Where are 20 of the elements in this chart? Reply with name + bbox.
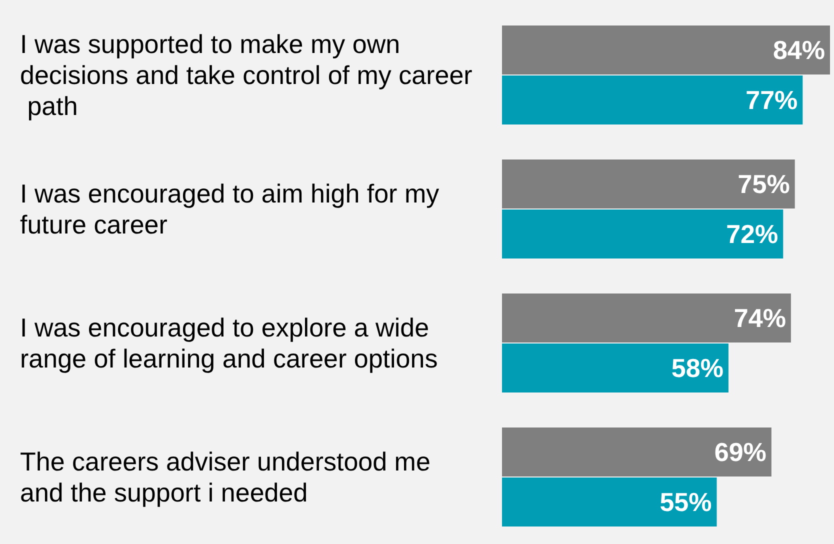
data-label: 55% [660,486,712,517]
y-tick-label: I was encouraged to aim high for my future career [20,178,446,240]
bar [502,428,772,477]
data-label: 72% [726,218,778,249]
bar [502,75,803,124]
y-tick-label: I was supported to make my own decisions and take control of my career path [20,29,473,121]
bar [502,160,795,209]
y-tick-label: I was encouraged to explore a wide range of learning and career options [20,312,438,374]
data-label: 74% [734,303,786,334]
data-label: 58% [671,352,724,383]
data-label: 75% [738,169,790,200]
data-label: 84% [772,35,825,66]
bar [502,343,728,392]
bar [502,294,791,343]
data-label: 69% [714,437,766,468]
y-tick-label: The careers adviser understood me and the support i needed [20,446,438,508]
bar [502,209,784,258]
bar [502,477,717,526]
data-label: 77% [746,84,798,115]
bar [502,26,830,75]
